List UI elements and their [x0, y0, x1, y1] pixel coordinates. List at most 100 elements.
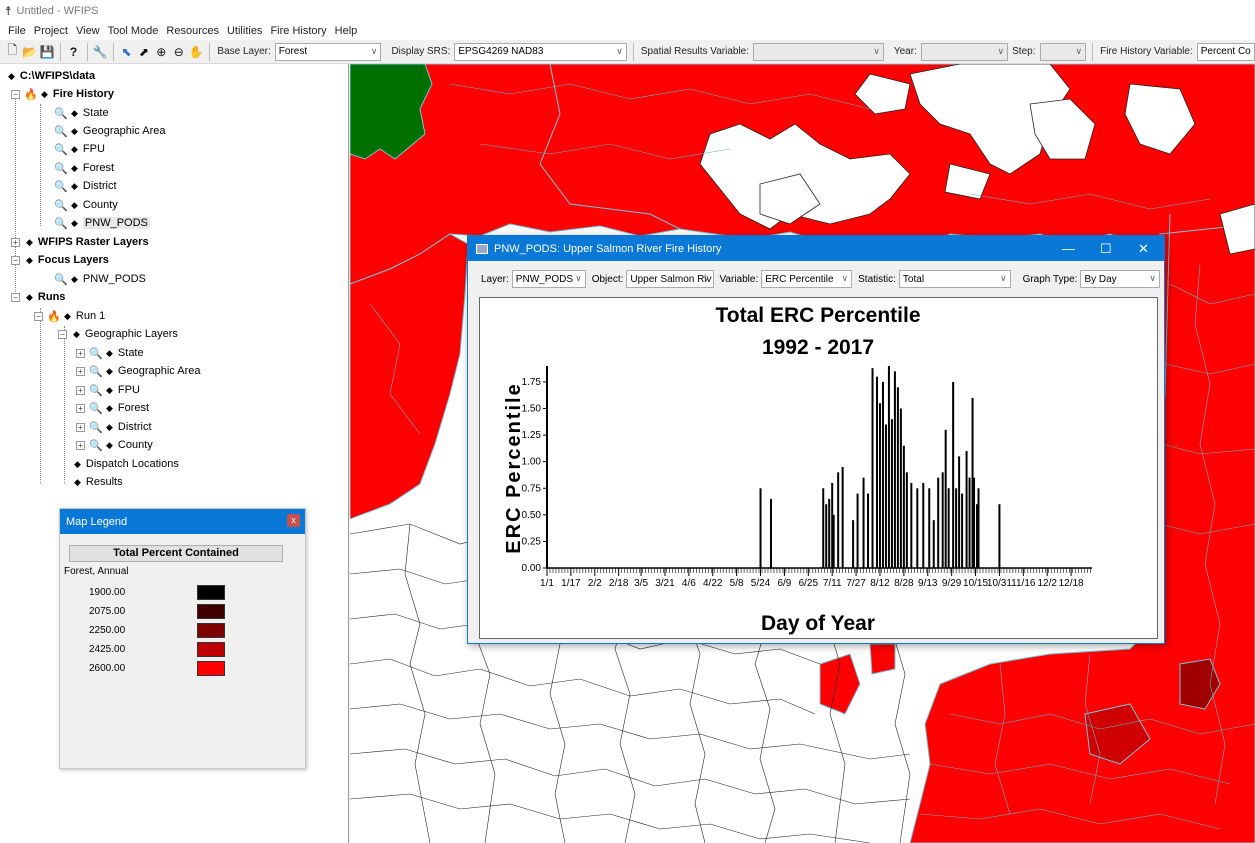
tree-root[interactable]: ◆ C:\WFIPS\data — [6, 67, 95, 85]
tree-item-run-county[interactable]: + 🔍 ◆ County — [76, 436, 153, 454]
menu-file[interactable]: File — [8, 25, 26, 37]
tree-item-runs[interactable]: − ◆ Runs — [11, 288, 65, 306]
map-region-white[interactable] — [1029, 98, 1096, 160]
bullet-icon: ◆ — [8, 70, 15, 81]
chart-window-titlebar[interactable]: PNW_PODS: Upper Salmon River Fire Histor… — [468, 236, 1164, 261]
statistic-select[interactable]: Total ∨ — [898, 270, 1011, 288]
map-region-red[interactable] — [350, 233, 469, 520]
tree-item-fh-county[interactable]: 🔍 ◆ County — [54, 196, 118, 214]
layer-select[interactable]: PNW_PODS ∨ — [511, 270, 586, 288]
bullet-icon: ◆ — [74, 458, 81, 469]
legend-subtitle: Forest, Annual — [64, 566, 129, 577]
map-region-red[interactable] — [819, 653, 861, 715]
menu-help[interactable]: Help — [334, 25, 358, 37]
collapse-icon[interactable]: − — [11, 292, 20, 302]
map-region-green[interactable] — [350, 64, 433, 160]
display-srs-select[interactable]: EPSG4269 NAD83 ∨ — [454, 42, 627, 61]
menu-fire-history[interactable]: Fire History — [270, 25, 327, 37]
wrench-icon[interactable]: 🔧 — [92, 44, 108, 59]
menu-resources[interactable]: Resources — [166, 25, 219, 37]
tree-item-fh-forest[interactable]: 🔍 ◆ Forest — [54, 159, 114, 177]
tree-item-fh-pnw-pods[interactable]: 🔍 ◆ PNW_PODS — [54, 214, 150, 232]
map-region-white[interactable] — [944, 163, 991, 200]
collapse-icon[interactable]: − — [11, 255, 20, 265]
expand-icon[interactable]: + — [76, 348, 85, 358]
map-region-white[interactable] — [854, 73, 911, 115]
tree-item-fh-fpu[interactable]: 🔍 ◆ FPU — [54, 140, 105, 158]
expand-icon[interactable]: + — [76, 366, 85, 376]
legend-value: 2600.00 — [89, 663, 126, 674]
tree-item-run-fpu[interactable]: + 🔍 ◆ FPU — [76, 381, 140, 399]
data-bar — [828, 498, 831, 568]
x-tick-label: 5/8 — [730, 578, 744, 589]
legend-entry: 2600.00 — [89, 661, 225, 676]
spatial-results-select[interactable]: ∨ — [753, 42, 884, 61]
map-region-darkred[interactable] — [1084, 703, 1151, 765]
tree-item-fh-district[interactable]: 🔍 ◆ District — [54, 177, 117, 195]
tree-label: Forest — [82, 162, 115, 174]
tree-item-fh-geographic-area[interactable]: 🔍 ◆ Geographic Area — [54, 122, 165, 140]
pointer-icon[interactable]: ⬉ — [121, 44, 132, 59]
tree-item-results[interactable]: ◆ Results — [72, 473, 123, 491]
tree-item-run-1[interactable]: − 🔥 ◆ Run 1 — [34, 307, 105, 325]
menu-view[interactable]: View — [75, 25, 100, 37]
pan-hand-icon[interactable]: ✋ — [188, 44, 204, 59]
map-legend-titlebar[interactable]: Map Legend — [60, 509, 305, 534]
map-region-white[interactable] — [1219, 203, 1255, 255]
menu-utilities[interactable]: Utilities — [226, 25, 263, 37]
base-layer-select[interactable]: Forest ∨ — [274, 42, 382, 61]
chevron-down-icon: ∨ — [997, 45, 1005, 56]
tree-item-run-geographic-area[interactable]: + 🔍 ◆ Geographic Area — [76, 362, 200, 380]
expand-icon[interactable]: + — [76, 422, 85, 432]
select-arrow-icon[interactable]: ⬈ — [138, 44, 149, 59]
bullet-icon: ◆ — [41, 88, 48, 99]
tree-item-focus-pnw-pods[interactable]: 🔍 ◆ PNW_PODS — [54, 270, 146, 288]
tree-item-run-state[interactable]: + 🔍 ◆ State — [76, 344, 144, 362]
fire-history-variable-select[interactable]: Percent Co — [1196, 42, 1255, 61]
map-region-darkred[interactable] — [1179, 658, 1221, 710]
zoom-out-icon[interactable]: ⊖ — [173, 44, 184, 59]
close-icon[interactable]: ✕ — [1138, 241, 1149, 256]
map-region-red[interactable] — [869, 643, 896, 675]
zoom-in-icon[interactable]: ⊕ — [156, 44, 167, 59]
variable-select[interactable]: ERC Percentile ∨ — [761, 270, 853, 288]
object-select[interactable]: Upper Salmon Riv ∨ — [626, 270, 714, 288]
tree-item-run-district[interactable]: + 🔍 ◆ District — [76, 418, 152, 436]
expand-icon[interactable]: + — [76, 440, 85, 450]
tree-item-geographic-layers[interactable]: − ◆ Geographic Layers — [58, 325, 178, 343]
tree-item-fire-history[interactable]: − 🔥 ◆ Fire History — [11, 85, 114, 103]
collapse-icon[interactable]: − — [11, 89, 20, 99]
data-bar — [856, 493, 859, 568]
maximize-icon[interactable]: ☐ — [1100, 241, 1112, 256]
expand-icon[interactable]: + — [76, 403, 85, 413]
tree-item-dispatch-locations[interactable]: ◆ Dispatch Locations — [72, 455, 179, 473]
expand-icon[interactable]: + — [76, 385, 85, 395]
toolbar: 🗋 📂 💾 ? 🔧 ⬉ ⬈ ⊕ ⊖ ✋ Base Layer: Forest ∨… — [0, 40, 1255, 64]
data-bar — [977, 488, 980, 568]
collapse-icon[interactable]: − — [34, 311, 43, 321]
legend-swatch — [197, 661, 225, 676]
collapse-icon[interactable]: − — [58, 329, 67, 339]
minimize-icon[interactable]: — — [1062, 241, 1075, 256]
menu-project[interactable]: Project — [33, 25, 68, 37]
tree-item-fh-state[interactable]: 🔍 ◆ State — [54, 104, 109, 122]
map-region-white[interactable] — [1124, 83, 1196, 155]
x-tick-label: 10/15 — [963, 578, 988, 589]
map-region-white[interactable] — [699, 123, 911, 230]
expand-icon[interactable]: + — [11, 237, 20, 247]
new-file-icon[interactable]: 🗋 — [7, 43, 18, 57]
open-folder-icon[interactable]: 📂 — [22, 44, 38, 59]
close-icon[interactable]: x — [287, 514, 300, 527]
help-icon[interactable]: ? — [69, 44, 78, 59]
save-icon[interactable]: 💾 — [39, 44, 55, 59]
graph-type-select[interactable]: By Day ∨ — [1080, 270, 1160, 288]
tree-item-raster-layers[interactable]: + ◆ WFIPS Raster Layers — [11, 233, 149, 251]
map-region-white[interactable] — [909, 64, 1071, 175]
step-select[interactable]: ∨ — [1039, 42, 1087, 61]
tree-item-focus-layers[interactable]: − ◆ Focus Layers — [11, 251, 109, 269]
tree-item-run-forest[interactable]: + 🔍 ◆ Forest — [76, 399, 149, 417]
map-region-white[interactable] — [759, 173, 821, 225]
year-select[interactable]: ∨ — [920, 42, 1009, 61]
legend-header-button[interactable]: Total Percent Contained — [69, 545, 283, 562]
menu-tool-mode[interactable]: Tool Mode — [107, 25, 159, 37]
